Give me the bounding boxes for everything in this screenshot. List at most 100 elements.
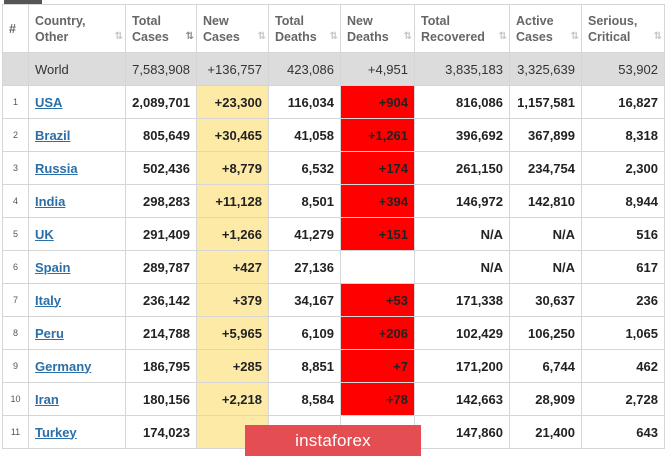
new-cases-cell: +11,128 [196,184,269,218]
active-cases-cell: 6,744 [509,349,582,383]
sort-icon[interactable]: ⇅ [403,31,413,42]
serious-critical-cell: 2,728 [581,382,665,416]
country-link[interactable]: Iran [35,391,59,407]
total-cases-cell: 291,409 [125,217,197,251]
row-index: 10 [2,382,29,416]
new-deaths-cell: +4,951 [340,52,415,86]
total-cases-cell: 186,795 [125,349,197,383]
total-deaths-cell: 116,034 [268,85,341,119]
row-index: 4 [2,184,29,218]
table-row: 8 Peru 214,788 +5,965 6,109 +206 102,429 106,25… [2,316,665,350]
total-cases-cell: 180,156 [125,382,197,416]
col-header-label: Total Deaths [275,13,317,44]
sort-icon[interactable]: ⇅ [570,31,580,42]
country-link[interactable]: India [35,193,66,209]
serious-critical-cell: 8,944 [581,184,665,218]
new-cases-cell: +30,465 [196,118,269,152]
col-header-country[interactable]: Country, Other ⇅ [28,4,126,53]
total-recovered-cell: 3,835,183 [414,52,510,86]
serious-critical-cell: 1,065 [581,316,665,350]
total-deaths-cell: 41,058 [268,118,341,152]
total-deaths-cell: 8,584 [268,382,341,416]
row-index: 5 [2,217,29,251]
new-cases-cell: +379 [196,283,269,317]
world-total-row: World 7,583,908 +136,757 423,086 +4,951 … [2,52,665,86]
sort-icon[interactable]: ⇅ [257,31,267,42]
new-cases-cell: +285 [196,349,269,383]
sort-icon[interactable]: ⇅ [114,31,124,42]
table-row: 10 Iran 180,156 +2,218 8,584 +78 142,663 28,909… [2,382,665,416]
country-link[interactable]: UK [35,226,54,242]
new-cases-cell: +2,218 [196,382,269,416]
active-cases-cell: N/A [509,250,582,284]
active-cases-cell: 367,899 [509,118,582,152]
row-index: 8 [2,316,29,350]
country-link[interactable]: Turkey [35,424,77,440]
col-header-label: Serious, Critical [588,13,638,44]
instaforex-watermark: instaforex [245,425,421,456]
total-cases-cell: 289,787 [125,250,197,284]
total-cases-cell: 214,788 [125,316,197,350]
serious-critical-cell: 2,300 [581,151,665,185]
sort-icon[interactable]: ⇅ [329,31,339,42]
new-deaths-cell: +151 [340,217,415,251]
col-header-active-cases[interactable]: Active Cases ⇅ [509,4,582,53]
active-cases-cell: 142,810 [509,184,582,218]
col-header-total-cases[interactable]: Total Cases ⇅ [125,4,197,53]
country-name: Russia [28,151,126,185]
country-name: Germany [28,349,126,383]
total-cases-cell: 502,436 [125,151,197,185]
new-cases-cell: +136,757 [196,52,269,86]
active-cases-cell: 106,250 [509,316,582,350]
total-recovered-cell: 816,086 [414,85,510,119]
total-cases-cell: 174,023 [125,415,197,449]
col-header-label: # [9,21,16,36]
col-header-label: Country, Other [35,13,86,44]
total-deaths-cell: 41,279 [268,217,341,251]
new-deaths-cell: +7 [340,349,415,383]
total-recovered-cell: 396,692 [414,118,510,152]
new-deaths-cell: +206 [340,316,415,350]
total-recovered-cell: 261,150 [414,151,510,185]
sort-desc-icon[interactable]: ⇅ [185,31,195,42]
total-recovered-cell: 171,200 [414,349,510,383]
country-name: Turkey [28,415,126,449]
col-header-new-cases[interactable]: New Cases ⇅ [196,4,269,53]
col-header-total-recovered[interactable]: Total Recovered ⇅ [414,4,510,53]
active-cases-cell: 234,754 [509,151,582,185]
active-cases-cell: 1,157,581 [509,85,582,119]
col-header-total-deaths[interactable]: Total Deaths ⇅ [268,4,341,53]
total-recovered-cell: N/A [414,217,510,251]
total-cases-cell: 2,089,701 [125,85,197,119]
table-row: 4 India 298,283 +11,128 8,501 +394 146,972 142,… [2,184,665,218]
country-link[interactable]: Russia [35,160,78,176]
row-index: 11 [2,415,29,449]
row-index: 9 [2,349,29,383]
country-link[interactable]: Germany [35,358,92,374]
new-deaths-cell: +53 [340,283,415,317]
sort-icon[interactable]: ⇅ [653,31,663,42]
active-cases-cell: N/A [509,217,582,251]
country-link[interactable]: Italy [35,292,62,308]
col-header-serious-critical[interactable]: Serious, Critical ⇅ [581,4,665,53]
country-link[interactable]: Peru [35,325,64,341]
total-recovered-cell: 171,338 [414,283,510,317]
col-header-label: Total Cases [132,13,169,44]
row-index: 7 [2,283,29,317]
new-deaths-cell: +1,261 [340,118,415,152]
country-link[interactable]: Spain [35,259,71,275]
serious-critical-cell: 16,827 [581,85,665,119]
header-row: # Country, Other ⇅ Total Cases ⇅ New Cases… [2,4,665,53]
sort-icon[interactable]: ⇅ [498,31,508,42]
new-cases-cell: +5,965 [196,316,269,350]
country-name: India [28,184,126,218]
total-deaths-cell: 423,086 [268,52,341,86]
col-header-new-deaths[interactable]: New Deaths ⇅ [340,4,415,53]
country-link[interactable]: USA [35,94,63,110]
serious-critical-cell: 53,902 [581,52,665,86]
serious-critical-cell: 462 [581,349,665,383]
total-deaths-cell: 6,532 [268,151,341,185]
country-link[interactable]: Brazil [35,127,71,143]
country-name: World [28,52,126,86]
table-row: 9 Germany 186,795 +285 8,851 +7 171,200 6,744 46… [2,349,665,383]
